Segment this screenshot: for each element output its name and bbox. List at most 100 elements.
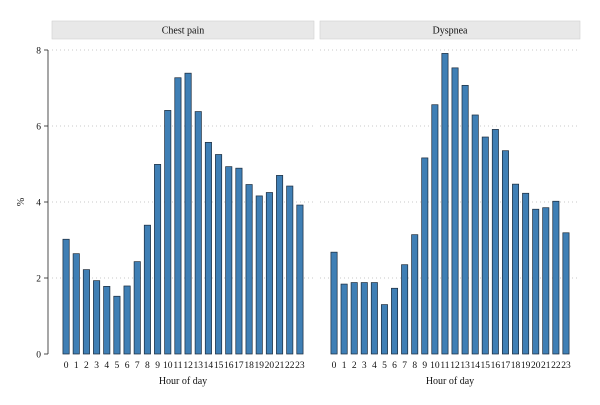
panel-2-x-tick-label-19: 19 [521,361,531,371]
panel-2-x-tick-label-12: 12 [450,361,460,371]
panel-1-x-tick-label-21: 21 [275,361,285,371]
panel-2-bar-11 [441,53,449,355]
panel-2-strip [319,20,581,40]
panel-1-bar-6 [123,285,131,355]
y-tick-label-4: 4 [36,199,41,209]
panel-1-x-tick-label-7: 7 [135,361,140,371]
panel-1-x-tick-label-22: 22 [285,361,295,371]
panel-2-bar-16 [491,129,499,355]
panel-2-x-axis-label: Hour of day [426,376,474,387]
panel-1-x-tick-label-2: 2 [84,361,89,371]
panel-1-x-tick-label-17: 17 [234,361,244,371]
panel-1-bar-0 [62,238,70,355]
panel-2-bar-1 [340,283,348,355]
panel-2-x-tick-label-15: 15 [481,361,491,371]
panel-2-x-tick-label-22: 22 [551,361,561,371]
y-tick-label-6: 6 [36,123,41,133]
panel-2-bar-22 [552,200,560,355]
panel-2-bar-17 [501,150,509,355]
panel-2-x-tick-label-20: 20 [531,361,541,371]
panel-2-bar-9 [421,157,429,355]
panel-1-x-tick-label-3: 3 [94,361,99,371]
panel-2-x-tick-label-16: 16 [491,361,501,371]
panel-1-x-tick-label-4: 4 [104,361,109,371]
panel-1-bar-13 [194,111,202,355]
panel-1-x-tick-label-16: 16 [224,361,234,371]
panel-1-bar-3 [93,280,101,355]
panel-2-x-tick-label-10: 10 [430,361,440,371]
panel-2-bar-2 [350,282,358,355]
y-tick-label-2: 2 [36,275,41,285]
panel-2-x-tick-label-18: 18 [511,361,521,371]
panel-1-bar-18 [245,184,253,355]
panel-1-bar-11 [174,77,182,355]
panel-1-bar-20 [265,192,273,355]
panel-1-strip [51,20,315,40]
panel-1-x-tick-label-9: 9 [155,361,160,371]
panel-2-x-tick-label-0: 0 [332,361,337,371]
panel-1-bar-9 [154,164,162,355]
panel-2-bar-20 [532,208,540,355]
panel-2-x-tick-label-23: 23 [561,361,571,371]
panel-2-x-tick-label-1: 1 [342,361,347,371]
panel-2-x-tick-label-13: 13 [460,361,470,371]
y-tick-label-0: 0 [36,351,41,361]
panel-1-bar-1 [72,253,80,355]
panel-1-x-tick-label-19: 19 [255,361,265,371]
y-axis-label: % [16,198,27,206]
panel-1-x-tick-label-12: 12 [183,361,193,371]
panel-2-bar-19 [522,192,530,355]
panel-2-x-tick-label-17: 17 [501,361,511,371]
panel-1-x-tick-label-20: 20 [265,361,275,371]
panel-2-x-tick-label-8: 8 [412,361,417,371]
panel-1-x-tick-label-13: 13 [194,361,204,371]
panel-1-x-tick-label-1: 1 [74,361,79,371]
panel-2-bar-0 [330,251,338,355]
panel-1-bar-8 [143,224,151,355]
panel-2-bar-6 [391,287,399,355]
panel-1-bar-14 [204,141,212,355]
panel-2-title: Dyspnea [433,26,469,37]
panel-2-x-tick-label-6: 6 [392,361,397,371]
panel-1-bar-4 [103,286,111,355]
panel-1-bar-19 [255,195,263,355]
panel-2-x-tick-label-14: 14 [470,361,480,371]
panel-2-x-tick-label-2: 2 [352,361,357,371]
panel-2-x-tick-label-3: 3 [362,361,367,371]
panel-1-title: Chest pain [162,26,205,37]
panel-1-x-tick-label-10: 10 [163,361,173,371]
panel-1-bar-10 [164,110,172,355]
panel-2-x-tick-label-11: 11 [440,361,449,371]
panel-2-bar-7 [401,264,409,355]
panel-1-x-tick-label-0: 0 [64,361,69,371]
panel-1-bar-22 [286,185,294,355]
panel-2-bar-21 [542,207,550,355]
panel-1-bar-5 [113,295,121,355]
panel-1-bar-12 [184,72,192,355]
panel-2-x-tick-label-5: 5 [382,361,387,371]
panel-1-x-tick-label-6: 6 [125,361,130,371]
panel-1-x-tick-label-18: 18 [244,361,254,371]
panel-1-x-tick-label-11: 11 [173,361,182,371]
y-tick-label-8: 8 [36,47,41,57]
panel-2-bar-18 [512,183,520,355]
panel-2-bar-10 [431,104,439,355]
panel-2-bar-3 [360,282,368,355]
panel-2-x-tick-label-21: 21 [541,361,551,371]
panel-2-bar-14 [471,114,479,355]
panel-1-bar-23 [296,204,304,355]
panel-1-x-tick-label-5: 5 [115,361,120,371]
panel-1-bar-16 [225,166,233,355]
panel-2-bar-8 [411,234,419,355]
panel-2-bar-15 [481,136,489,355]
panel-1-bar-15 [215,154,223,355]
panel-1-x-axis-label: Hour of day [159,376,207,387]
panel-1-bar-7 [133,261,141,355]
panel-1-x-tick-label-15: 15 [214,361,224,371]
panel-2-x-tick-label-4: 4 [372,361,377,371]
panel-2-x-tick-label-7: 7 [402,361,407,371]
panel-1-x-tick-label-23: 23 [295,361,305,371]
panel-1-bar-21 [276,175,284,355]
